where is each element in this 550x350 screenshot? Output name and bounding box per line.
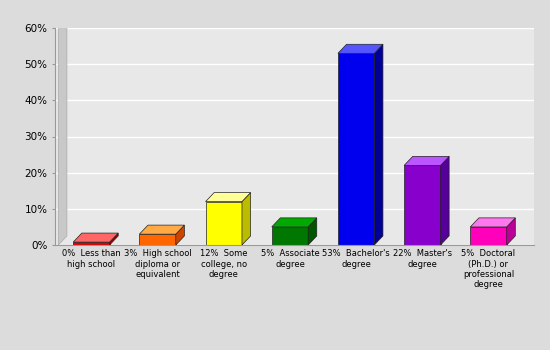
Bar [206,202,242,245]
Bar [272,227,308,245]
Polygon shape [73,233,118,242]
Bar [404,166,441,245]
Bar [139,234,176,245]
Polygon shape [470,218,515,227]
Polygon shape [507,218,515,245]
Bar [73,242,109,245]
Polygon shape [176,225,184,245]
Polygon shape [58,19,67,245]
Polygon shape [206,193,251,202]
Bar [338,53,375,245]
Polygon shape [441,156,449,245]
Polygon shape [242,193,251,245]
Polygon shape [272,218,317,227]
Polygon shape [109,233,118,245]
Polygon shape [338,44,383,53]
Polygon shape [375,44,383,245]
Bar [470,227,507,245]
Polygon shape [139,225,184,234]
Polygon shape [308,218,317,245]
Polygon shape [404,156,449,166]
